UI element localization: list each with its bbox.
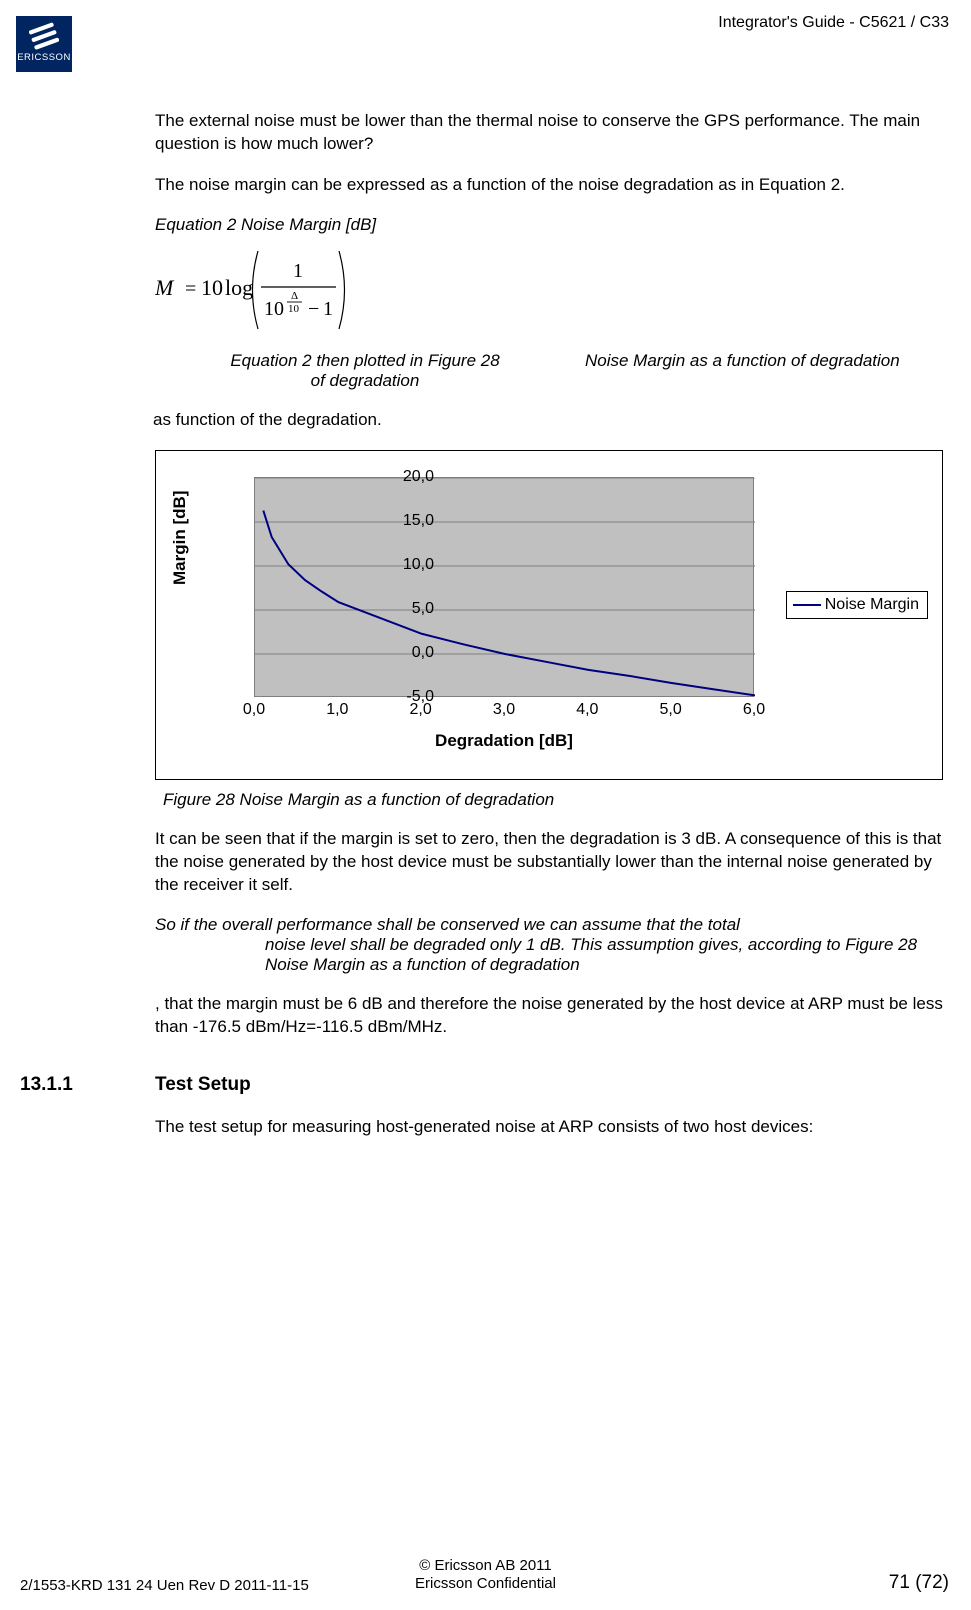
equation-2-label: Equation 2 Noise Margin [dB]	[155, 215, 943, 235]
legend-line-icon	[793, 604, 821, 606]
chart-xtick: 6,0	[743, 701, 765, 719]
doc-header-title: Integrator's Guide - C5621 / C33	[718, 14, 949, 32]
chart-svg	[255, 478, 755, 698]
paragraph-1: The external noise must be lower than th…	[155, 110, 943, 156]
chart-legend: Noise Margin	[786, 591, 928, 619]
ericsson-logo: ERICSSON	[16, 16, 72, 72]
section-number: 13.1.1	[0, 1074, 155, 1096]
footer-mid-2: Ericsson Confidential	[415, 1575, 556, 1592]
chart-xtick: 0,0	[243, 701, 265, 719]
chart-xtick: 5,0	[660, 701, 682, 719]
legend-label: Noise Margin	[825, 596, 919, 613]
equation-2: M = 10 log 1 10 Δ 10 − 1	[155, 245, 943, 335]
eq-caption-left-1: Equation 2 then plotted in Figure 28	[230, 351, 499, 370]
section-title: Test Setup	[155, 1074, 251, 1096]
paragraph-6: , that the margin must be 6 dB and there…	[155, 993, 943, 1039]
eq-log: log	[225, 275, 253, 300]
eq-one: 1	[323, 298, 333, 320]
section-heading-row: 13.1.1 Test Setup	[155, 1074, 943, 1096]
chart-xtick: 4,0	[576, 701, 598, 719]
chart-ytick: 15,0	[403, 512, 434, 530]
eq-caption-left-2: of degradation	[311, 371, 420, 390]
eq-numerator: 1	[293, 260, 303, 282]
eq-10: 10	[201, 275, 223, 300]
paragraph-5-italic: So if the overall performance shall be c…	[155, 915, 943, 975]
chart-xtick: 3,0	[493, 701, 515, 719]
chart-xlabel: Degradation [dB]	[254, 731, 754, 751]
para5-line1: So if the overall performance shall be c…	[155, 915, 740, 934]
chart-xtick: 2,0	[410, 701, 432, 719]
paragraph-2: The noise margin can be expressed as a f…	[155, 174, 943, 197]
chart-ytick: 5,0	[412, 600, 434, 618]
eq-equals: =	[185, 278, 196, 300]
equation-2-caption: Equation 2 then plotted in Figure 28 of …	[155, 351, 943, 391]
eq-caption-right: Noise Margin as a function of degradatio…	[585, 351, 943, 391]
eq-denom-10: 10	[264, 298, 284, 320]
footer-page-number: 71 (72)	[889, 1572, 949, 1594]
paragraph-3: as function of the degradation.	[153, 409, 943, 432]
footer-copyright: © Ericsson AB 2011 Ericsson Confidential	[0, 1557, 971, 1595]
figure-28-caption: Figure 28 Noise Margin as a function of …	[163, 790, 943, 810]
footer-mid-1: © Ericsson AB 2011	[419, 1557, 552, 1574]
chart-ytick: 0,0	[412, 644, 434, 662]
chart-ytick: 20,0	[403, 468, 434, 486]
figure-28-chart: Margin [dB] -5,00,05,010,015,020,0 0,01,…	[155, 450, 943, 780]
chart-ytick: 10,0	[403, 556, 434, 574]
chart-ylabel: Margin [dB]	[170, 490, 190, 584]
page-content: The external noise must be lower than th…	[155, 110, 943, 1157]
eq-exp-10: 10	[288, 303, 300, 315]
eq-exp-delta: Δ	[291, 290, 298, 302]
para5-rest: noise level shall be degraded only 1 dB.…	[155, 935, 943, 975]
paragraph-4: It can be seen that if the margin is set…	[155, 828, 943, 897]
chart-xtick: 1,0	[326, 701, 348, 719]
paragraph-7: The test setup for measuring host-genera…	[155, 1116, 943, 1139]
chart-plot-area	[254, 477, 754, 697]
eq-M: M	[155, 275, 175, 300]
eq-minus: −	[308, 298, 319, 320]
logo-text: ERICSSON	[16, 52, 72, 63]
ericsson-bars-icon	[29, 22, 59, 50]
